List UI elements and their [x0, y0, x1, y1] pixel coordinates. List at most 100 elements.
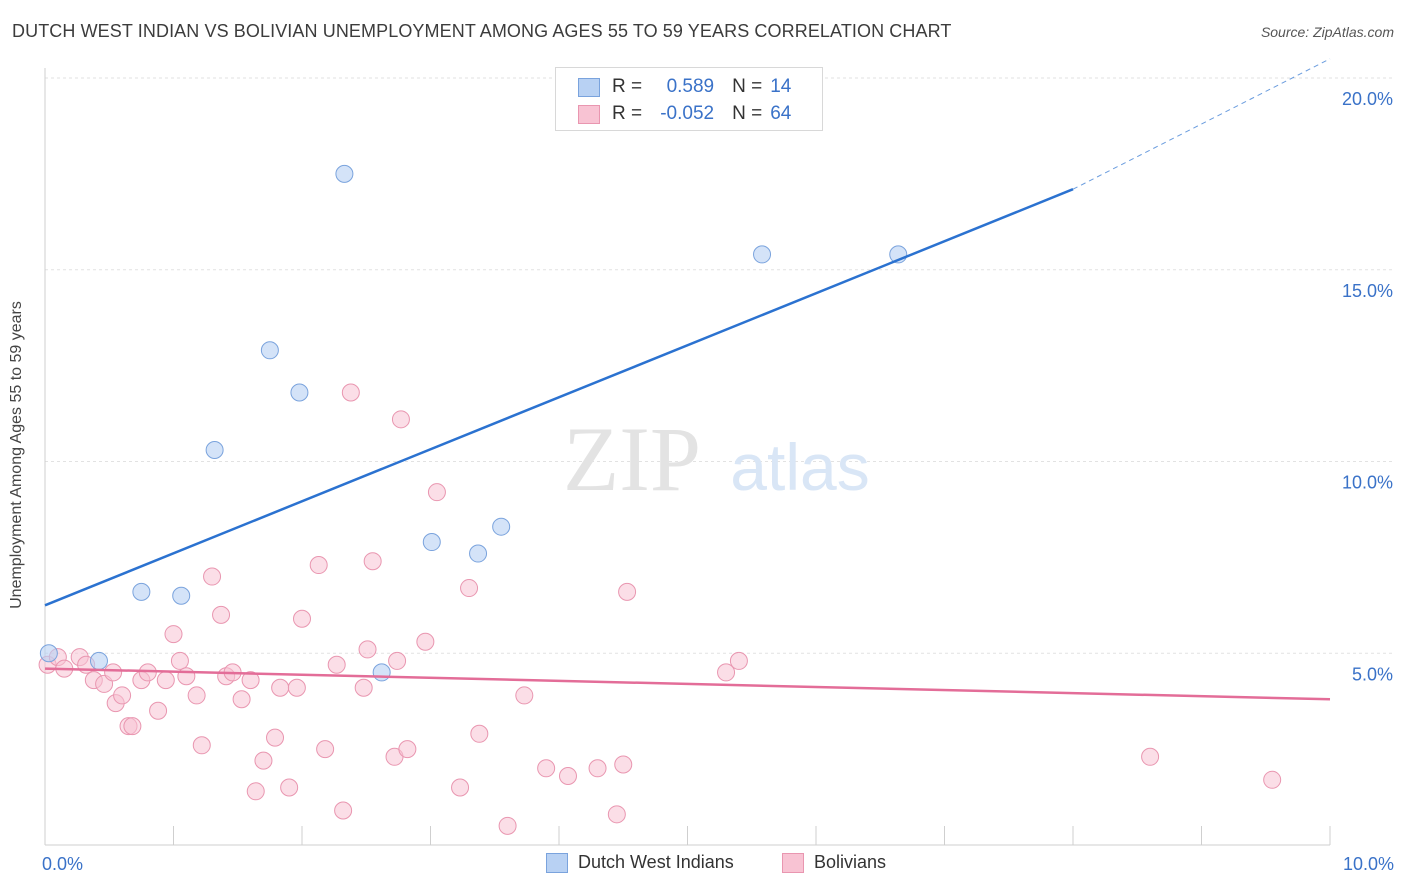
series-legend-pink: Bolivians — [782, 852, 886, 873]
grid-lines — [45, 77, 1395, 654]
source-label: Source: ZipAtlas.com — [1260, 24, 1394, 40]
bolivians-point — [416, 632, 435, 651]
legend-row-blue: R = 0.589 N = 14 — [578, 75, 791, 99]
y-tick-label: 15.0% — [1342, 281, 1393, 301]
bolivians-point — [104, 663, 123, 682]
series-legend-blue: Dutch West Indians — [546, 852, 734, 873]
dutch-west-indians-point — [372, 663, 391, 682]
bolivians-point — [177, 667, 196, 686]
dutch-west-indians-point — [89, 651, 108, 670]
bolivians-point — [717, 663, 736, 682]
legend-swatch-blue — [578, 77, 600, 97]
bolivians-point — [618, 582, 637, 601]
bolivians-point — [316, 740, 335, 759]
bolivians-point — [558, 766, 577, 785]
tick-labels: 5.0% 10.0% 15.0% 20.0% 0.0% 10.0% — [42, 89, 1394, 874]
bolivians-point — [451, 778, 470, 797]
correlation-legend: R = 0.589 N = 14 R = -0.052 N = 64 — [555, 67, 823, 131]
legend-row-pink: R = -0.052 N = 64 — [578, 102, 791, 126]
legend-n-value-blue: 14 — [770, 76, 792, 97]
bolivians-point — [354, 678, 373, 697]
dutch-west-indians-point — [753, 245, 772, 264]
dutch-west-indians-point — [335, 164, 354, 183]
dutch-west-indians-trend-extension — [1072, 58, 1331, 190]
bolivians-point — [1263, 770, 1282, 789]
legend-swatch-pink — [578, 104, 600, 124]
legend-r-value-pink: -0.052 — [660, 103, 715, 124]
y-tick-label: 20.0% — [1342, 89, 1393, 109]
series-swatch-pink — [782, 852, 804, 873]
watermark-atlas: atlas — [730, 430, 869, 504]
legend-r-label: R = — [612, 76, 643, 97]
dutch-west-indians-point — [422, 533, 441, 552]
bolivians-point — [588, 759, 607, 778]
bolivians-point — [515, 686, 534, 705]
bolivians-point — [271, 678, 290, 697]
bolivians-point — [358, 640, 377, 659]
bolivians-point — [241, 671, 260, 690]
y-tick-label: 5.0% — [1352, 664, 1393, 684]
bolivians-point — [388, 651, 407, 670]
bolivians-point — [156, 671, 175, 690]
bolivians-point — [287, 678, 306, 697]
axes — [44, 68, 1331, 846]
bolivians-point — [266, 728, 285, 747]
bolivians-point — [293, 609, 311, 628]
bolivians-point — [614, 755, 633, 774]
y-axis-label: Unemployment Among Ages 55 to 59 years — [8, 301, 25, 609]
legend-r-value-blue: 0.589 — [666, 76, 715, 97]
bolivians-point — [203, 567, 222, 586]
dutch-west-indians-point — [290, 383, 309, 402]
x-tick-label: 0.0% — [42, 854, 83, 874]
bolivians-point — [607, 805, 626, 824]
bolivians-trend-line — [44, 667, 1331, 701]
chart-title: DUTCH WEST INDIAN VS BOLIVIAN UNEMPLOYME… — [12, 21, 952, 41]
series-name-blue: Dutch West Indians — [578, 852, 734, 872]
bolivians-point — [187, 686, 206, 705]
bolivians-point — [113, 686, 132, 705]
dutch-west-indians-point — [205, 440, 224, 459]
dutch-west-indians-point — [172, 586, 191, 605]
bolivians-point — [460, 579, 479, 598]
dutch-west-indians-point — [260, 341, 279, 360]
bolivians-point — [309, 556, 328, 575]
bolivians-point — [341, 383, 360, 402]
legend-n-label: N = — [732, 76, 763, 97]
dutch-west-indians-trend-line — [44, 188, 1074, 607]
bolivians-point — [729, 651, 748, 670]
watermark-zip: ZIP — [563, 408, 701, 510]
bolivians-point — [254, 751, 273, 770]
bolivians-point — [498, 816, 517, 835]
dutch-west-indians-point — [492, 517, 511, 536]
bolivians-point — [1141, 747, 1160, 766]
dutch-west-indians-point — [39, 644, 58, 663]
bolivians-point — [398, 740, 417, 759]
bolivians-point — [232, 690, 251, 709]
bolivians-point — [391, 410, 410, 429]
bolivians-point — [246, 782, 265, 801]
bolivians-point — [212, 605, 231, 624]
bolivians-point — [280, 778, 299, 797]
bolivians-point — [170, 651, 189, 670]
dutch-west-indians-points — [39, 164, 908, 682]
legend-n-label: N = — [732, 103, 763, 124]
bolivians-point — [192, 736, 211, 755]
series-name-pink: Bolivians — [814, 852, 887, 872]
dutch-west-indians-point — [132, 582, 151, 601]
x-tick-label: 10.0% — [1343, 854, 1394, 874]
bolivians-point — [327, 655, 346, 674]
dutch-west-indians-point — [469, 544, 488, 563]
bolivians-point — [164, 625, 183, 644]
y-tick-label: 10.0% — [1342, 473, 1393, 493]
trend-lines — [44, 58, 1331, 701]
bolivians-point — [427, 483, 446, 502]
bolivians-point — [334, 801, 353, 820]
bolivians-points — [38, 383, 1282, 835]
legend-n-value-pink: 64 — [770, 103, 792, 124]
bolivians-point — [470, 724, 489, 743]
bolivians-point — [123, 717, 142, 736]
bolivians-point — [537, 759, 556, 778]
bolivians-point — [363, 552, 382, 571]
series-swatch-blue — [546, 852, 568, 873]
